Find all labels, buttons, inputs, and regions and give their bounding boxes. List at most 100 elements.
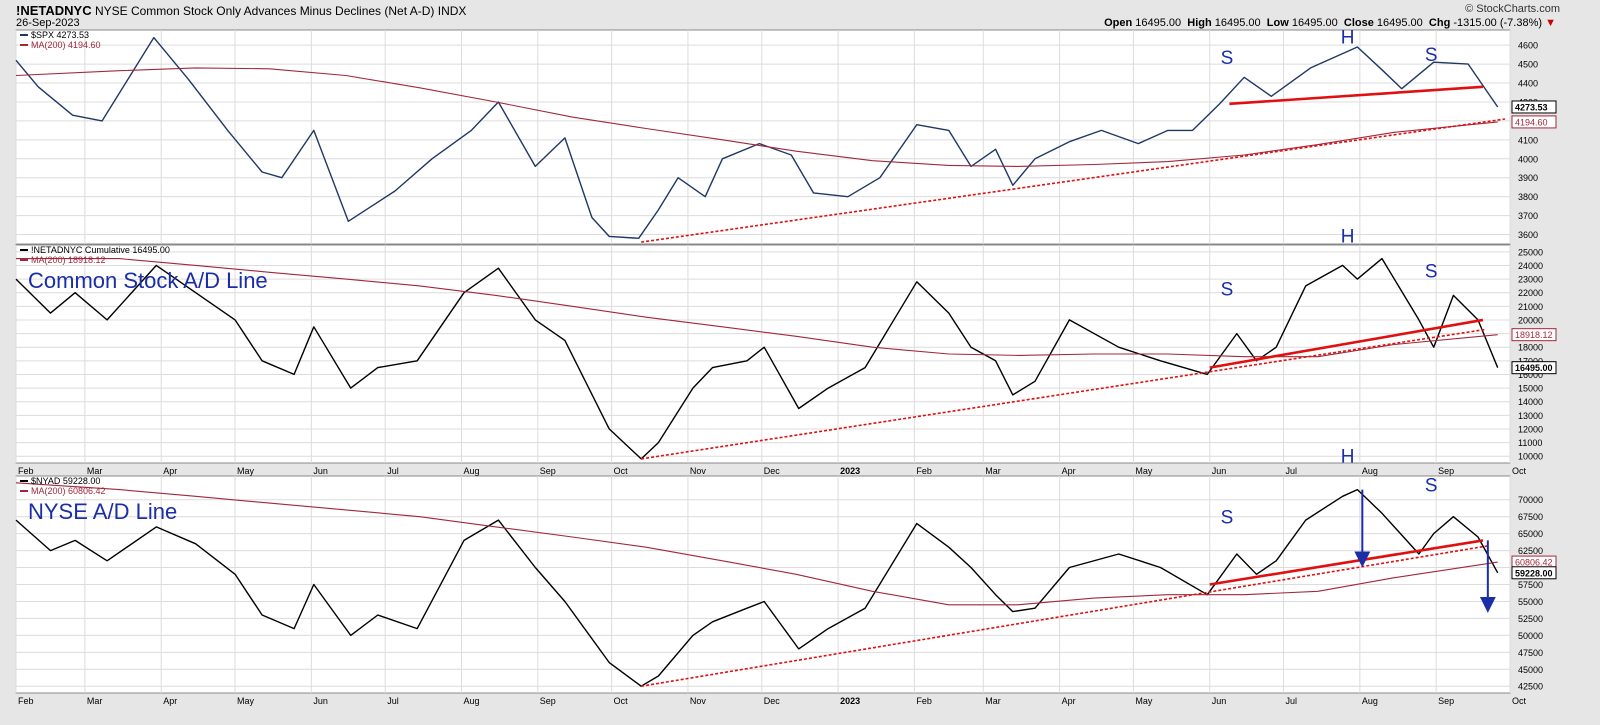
ma200-line xyxy=(15,67,1498,167)
panel-middle: 1000011000120001300014000150001600017000… xyxy=(15,226,1557,464)
chart-title: !NETADNYC NYSE Common Stock Only Advance… xyxy=(16,3,466,18)
y-tick-label: 3900 xyxy=(1518,173,1538,183)
x-tick-label: Jul xyxy=(1286,466,1298,476)
x-tick-label: Feb xyxy=(18,696,34,706)
y-tick-label: 47500 xyxy=(1518,648,1543,658)
x-tick-label: Aug xyxy=(463,696,479,706)
chart-date: 26-Sep-2023 xyxy=(16,17,80,29)
x-tick-label: Jul xyxy=(1286,696,1298,706)
x-tick-label: May xyxy=(1135,466,1153,476)
legend-entry: $NYAD 59228.00 xyxy=(31,476,100,486)
current-value-label: 60806.42 xyxy=(1515,558,1553,568)
x-tick-label: Sep xyxy=(540,466,556,476)
x-tick-label: Mar xyxy=(87,466,103,476)
y-tick-label: 12000 xyxy=(1518,424,1543,434)
quote-summary: Open 16495.00 High 16495.00 Low 16495.00… xyxy=(1104,17,1556,29)
current-value-box xyxy=(1511,100,1557,114)
y-tick-label: 52500 xyxy=(1518,614,1543,624)
x-tick-label: May xyxy=(237,466,255,476)
site-watermark: © StockCharts.com xyxy=(1465,3,1560,15)
legend-entry: MA(200) 18918.12 xyxy=(31,255,106,265)
x-tick-label: Oct xyxy=(614,696,629,706)
x-tick-label: Dec xyxy=(764,696,781,706)
y-tick-label: 62500 xyxy=(1518,546,1543,556)
y-tick-label: 57500 xyxy=(1518,580,1543,590)
current-value-label: 16495.00 xyxy=(1515,363,1553,373)
y-tick-label: 4500 xyxy=(1518,60,1538,70)
x-tick-label: Aug xyxy=(463,466,479,476)
current-value-box xyxy=(1511,115,1557,129)
legend-entry: MA(200) 4194.60 xyxy=(31,40,101,50)
close-label: Close xyxy=(1343,17,1374,29)
current-value-label: 4194.60 xyxy=(1515,117,1548,127)
symbol-description: NYSE Common Stock Only Advances Minus De… xyxy=(94,4,435,18)
x-tick-label: Feb xyxy=(916,466,932,476)
y-tick-label: 24000 xyxy=(1518,261,1543,271)
x-tick-label: Sep xyxy=(540,696,556,706)
pattern-label: H xyxy=(1341,226,1355,247)
y-tick-label: 25000 xyxy=(1518,247,1543,257)
ma200-line xyxy=(16,258,1498,358)
series-line xyxy=(15,36,1499,239)
uptrend-line xyxy=(641,328,1486,460)
current-value-label: 18918.12 xyxy=(1515,330,1553,340)
pattern-label: S xyxy=(1221,279,1234,300)
x-tick-label: Mar xyxy=(87,696,103,706)
neckline xyxy=(1229,85,1484,106)
x-tick-label: Dec xyxy=(764,466,781,476)
y-tick-label: 22000 xyxy=(1518,288,1543,298)
y-tick-label: 70000 xyxy=(1518,495,1543,505)
open-label: Open xyxy=(1104,17,1133,29)
pattern-label: S xyxy=(1425,45,1438,66)
high-value: 16495.00 xyxy=(1214,17,1261,29)
legend-entry: MA(200) 60806.42 xyxy=(31,486,106,496)
x-tick-label: Jul xyxy=(387,466,399,476)
x-tick-label: Jun xyxy=(313,466,328,476)
x-tick-label: Jun xyxy=(1212,696,1227,706)
close-value: 16495.00 xyxy=(1376,17,1423,29)
series-line xyxy=(15,257,1499,460)
x-tick-label: Feb xyxy=(916,696,932,706)
neckline xyxy=(1209,539,1484,586)
x-tick-label: Oct xyxy=(1512,696,1527,706)
y-tick-label: 14000 xyxy=(1518,397,1543,407)
x-tick-label: May xyxy=(1135,696,1153,706)
y-tick-label: 50000 xyxy=(1518,631,1543,641)
high-label: High xyxy=(1187,17,1212,29)
neckline xyxy=(1209,318,1484,369)
chg-label: Chg xyxy=(1428,17,1451,29)
x-tick-label: Apr xyxy=(163,466,177,476)
y-tick-label: 3800 xyxy=(1518,192,1538,202)
x-tick-label: 2023 xyxy=(840,466,860,476)
y-tick-label: 21000 xyxy=(1518,302,1543,312)
plot-area xyxy=(15,29,1511,245)
panel-bottom: 4250045000475005000052500550005750060000… xyxy=(15,446,1557,694)
low-label: Low xyxy=(1266,17,1289,29)
y-tick-label: 10000 xyxy=(1518,452,1543,462)
y-tick-label: 20000 xyxy=(1518,315,1543,325)
current-value-label: 59228.00 xyxy=(1515,568,1553,578)
pattern-label: H xyxy=(1341,27,1355,48)
x-tick-label: Aug xyxy=(1362,466,1378,476)
x-tick-label: Mar xyxy=(985,466,1001,476)
y-tick-label: 3700 xyxy=(1518,211,1538,221)
plot-area xyxy=(15,244,1511,464)
x-tick-label: Oct xyxy=(614,466,629,476)
x-tick-label: Jul xyxy=(387,696,399,706)
current-value-box xyxy=(1511,566,1557,580)
x-tick-label: Aug xyxy=(1362,696,1378,706)
legend-entry: $SPX 4273.53 xyxy=(31,30,89,40)
uptrend-line xyxy=(641,118,1506,243)
y-tick-label: 18000 xyxy=(1518,343,1543,353)
x-tick-label: Sep xyxy=(1438,466,1454,476)
y-tick-label: 42500 xyxy=(1518,682,1543,692)
panel-label: Common Stock A/D Line xyxy=(28,268,268,293)
y-tick-label: 15000 xyxy=(1518,384,1543,394)
x-tick-label: Apr xyxy=(163,696,177,706)
x-axis-bottom: Feb Mar Apr May Jun Jul Aug Sep Oct Nov Dec 2023 Feb… xyxy=(18,696,1527,706)
pattern-label: S xyxy=(1425,262,1438,283)
